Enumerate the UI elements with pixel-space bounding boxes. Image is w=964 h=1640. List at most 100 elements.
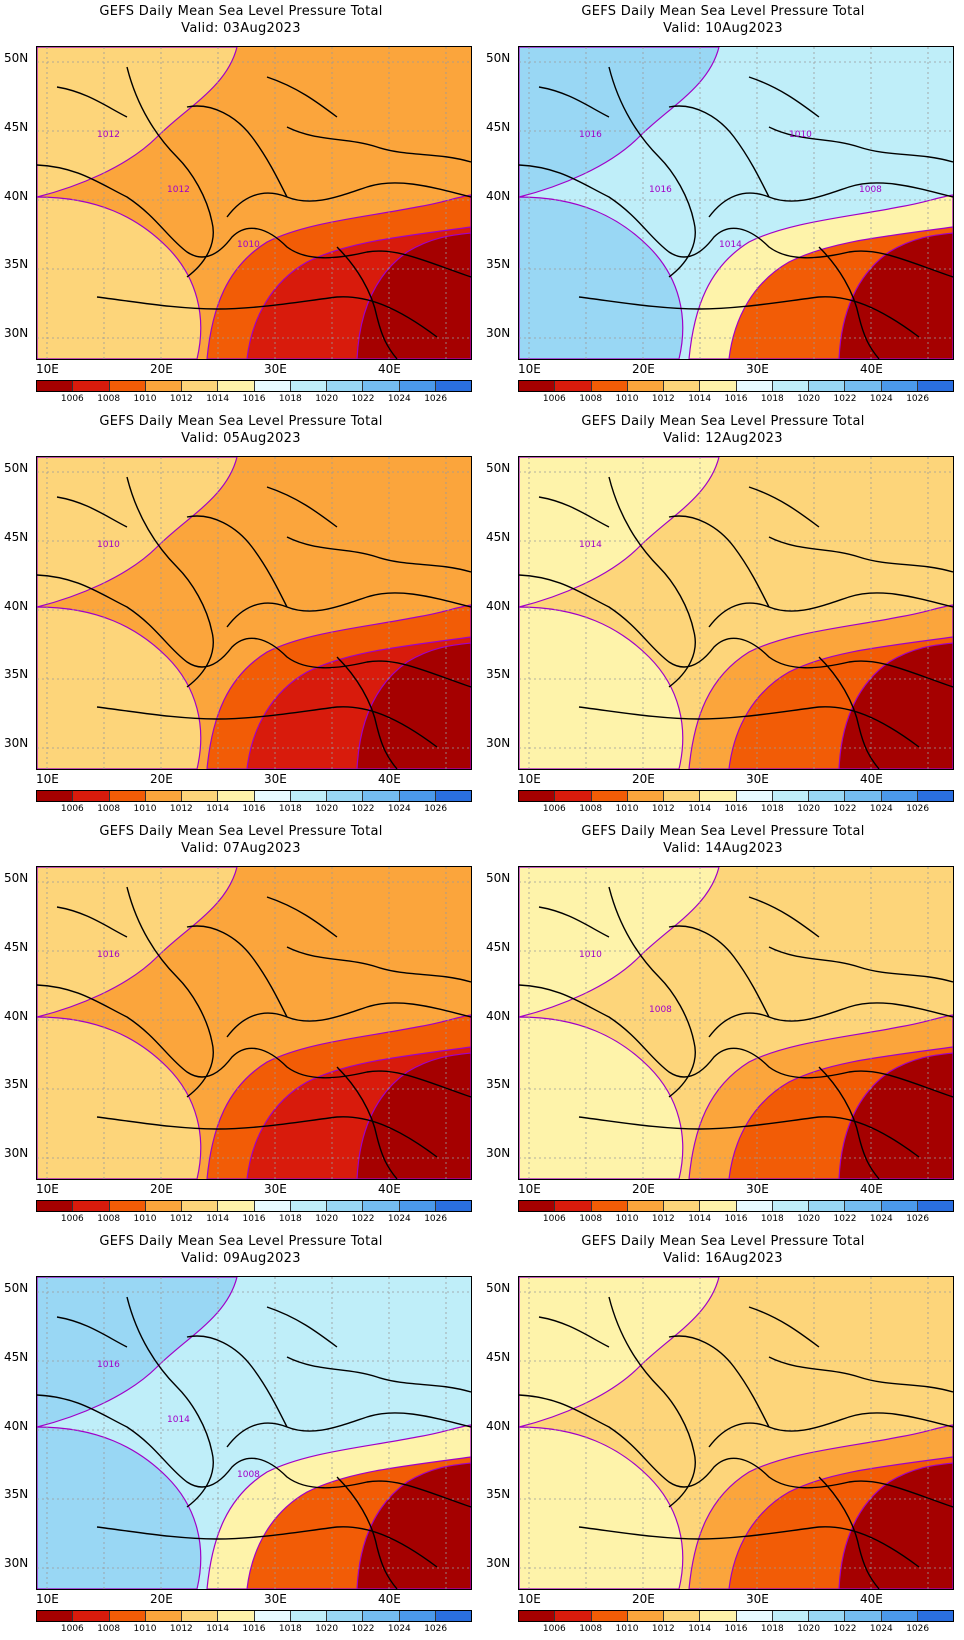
- map-panel: GEFS Daily Mean Sea Level Pressure Total…: [0, 410, 482, 820]
- latitude-label: 50N: [4, 871, 29, 885]
- contour-label: 1014: [579, 540, 602, 550]
- colorbar-label: 1020: [315, 804, 339, 814]
- colorbar-swatch: [664, 1201, 701, 1211]
- colorbar-swatch: [327, 1611, 364, 1621]
- colorbar: [36, 1610, 472, 1622]
- colorbar-swatch: [182, 791, 219, 801]
- longitude-label: 40E: [860, 1182, 883, 1196]
- latitude-label: 40N: [486, 1009, 511, 1023]
- colorbar-swatch: [736, 1611, 773, 1621]
- longitude-label: 40E: [860, 1592, 883, 1606]
- colorbar: [518, 790, 954, 802]
- contour-label: 1016: [97, 1360, 120, 1370]
- colorbar-swatch: [37, 1201, 74, 1211]
- latitude-label: 45N: [486, 940, 511, 954]
- pressure-field-svg: 1014: [519, 457, 953, 769]
- colorbar-swatch: [218, 791, 255, 801]
- colorbar-label: 1006: [60, 804, 84, 814]
- longitude-label: 20E: [632, 1592, 655, 1606]
- latitude-label: 30N: [486, 1556, 511, 1570]
- pressure-field-svg: 1010 1008: [519, 867, 953, 1179]
- colorbar-label: 1014: [206, 1624, 230, 1634]
- colorbar-label: 1006: [542, 1624, 566, 1634]
- colorbar-label: 1010: [133, 1214, 157, 1224]
- colorbar-swatch: [145, 1611, 182, 1621]
- colorbar-swatch: [327, 791, 364, 801]
- colorbar-label: 1010: [615, 804, 639, 814]
- latitude-label: 50N: [4, 461, 29, 475]
- longitude-label: 30E: [264, 1592, 287, 1606]
- contour-label: 1010: [237, 240, 260, 250]
- colorbar-label: 1006: [542, 804, 566, 814]
- colorbar-swatch: [627, 1201, 664, 1211]
- panel-valid-date: Valid: 05Aug2023: [181, 431, 301, 446]
- colorbar-swatch: [664, 791, 701, 801]
- pressure-field-svg: 1012 1012 1010: [37, 47, 471, 359]
- pressure-map: 1010: [36, 456, 472, 770]
- panel-title: GEFS Daily Mean Sea Level Pressure Total: [581, 1234, 865, 1249]
- longitude-label: 10E: [518, 772, 541, 786]
- colorbar-label: 1022: [833, 1214, 857, 1224]
- colorbar-swatch: [809, 1201, 846, 1211]
- longitude-label: 10E: [518, 1182, 541, 1196]
- colorbar-swatch: [519, 1201, 556, 1211]
- colorbar-swatch: [37, 791, 74, 801]
- colorbar-swatch: [327, 381, 364, 391]
- pressure-field-svg: 1016 1014 1008: [37, 1277, 471, 1589]
- pressure-map: 1016: [36, 866, 472, 1180]
- colorbar-swatch: [37, 1611, 74, 1621]
- colorbar-swatch: [881, 381, 918, 391]
- colorbar-swatch: [218, 381, 255, 391]
- contour-label: 1012: [167, 185, 190, 195]
- contour-label: 1016: [579, 130, 602, 140]
- colorbar-swatch: [399, 791, 436, 801]
- colorbar-label: 1014: [688, 1214, 712, 1224]
- contour-label: 1014: [167, 1415, 190, 1425]
- colorbar-swatch: [809, 1611, 846, 1621]
- longitude-label: 40E: [860, 772, 883, 786]
- colorbar-swatch: [555, 381, 592, 391]
- colorbar-swatch: [591, 791, 628, 801]
- latitude-label: 45N: [486, 530, 511, 544]
- colorbar-label: 1018: [760, 1214, 784, 1224]
- latitude-label: 40N: [4, 599, 29, 613]
- longitude-label: 40E: [378, 1182, 401, 1196]
- colorbar-label: 1022: [833, 804, 857, 814]
- latitude-label: 30N: [4, 1556, 29, 1570]
- colorbar-label: 1026: [424, 394, 448, 404]
- colorbar-swatch: [399, 1201, 436, 1211]
- latitude-label: 30N: [486, 736, 511, 750]
- latitude-label: 50N: [486, 871, 511, 885]
- colorbar-swatch: [73, 791, 110, 801]
- map-panel: GEFS Daily Mean Sea Level Pressure Total…: [482, 1230, 964, 1640]
- panel-valid-date: Valid: 14Aug2023: [663, 841, 783, 856]
- latitude-label: 45N: [486, 120, 511, 134]
- pressure-map: 1016 1014 1008: [36, 1276, 472, 1590]
- colorbar-swatch: [845, 1201, 882, 1211]
- colorbar-swatch: [109, 1611, 146, 1621]
- colorbar-swatch: [917, 381, 953, 391]
- latitude-label: 35N: [486, 1077, 511, 1091]
- panel-title: GEFS Daily Mean Sea Level Pressure Total: [581, 414, 865, 429]
- colorbar-label: 1018: [278, 804, 302, 814]
- colorbar-label: 1016: [242, 804, 266, 814]
- colorbar-swatch: [182, 1611, 219, 1621]
- latitude-label: 50N: [486, 1281, 511, 1295]
- colorbar-swatch: [917, 1611, 953, 1621]
- longitude-label: 10E: [518, 362, 541, 376]
- latitude-label: 45N: [4, 530, 29, 544]
- longitude-label: 20E: [632, 1182, 655, 1196]
- latitude-label: 45N: [486, 1350, 511, 1364]
- latitude-label: 50N: [486, 461, 511, 475]
- panel-title: GEFS Daily Mean Sea Level Pressure Total: [581, 4, 865, 19]
- colorbar-label: 1024: [387, 394, 411, 404]
- colorbar-swatch: [363, 381, 400, 391]
- colorbar-swatch: [145, 1201, 182, 1211]
- colorbar-label: 1024: [387, 804, 411, 814]
- colorbar-label: 1018: [760, 804, 784, 814]
- colorbar-swatch: [363, 791, 400, 801]
- colorbar-label: 1026: [906, 1214, 930, 1224]
- colorbar-label: 1016: [242, 394, 266, 404]
- colorbar-label: 1024: [387, 1214, 411, 1224]
- pressure-map: 1012 1012 1010: [36, 46, 472, 360]
